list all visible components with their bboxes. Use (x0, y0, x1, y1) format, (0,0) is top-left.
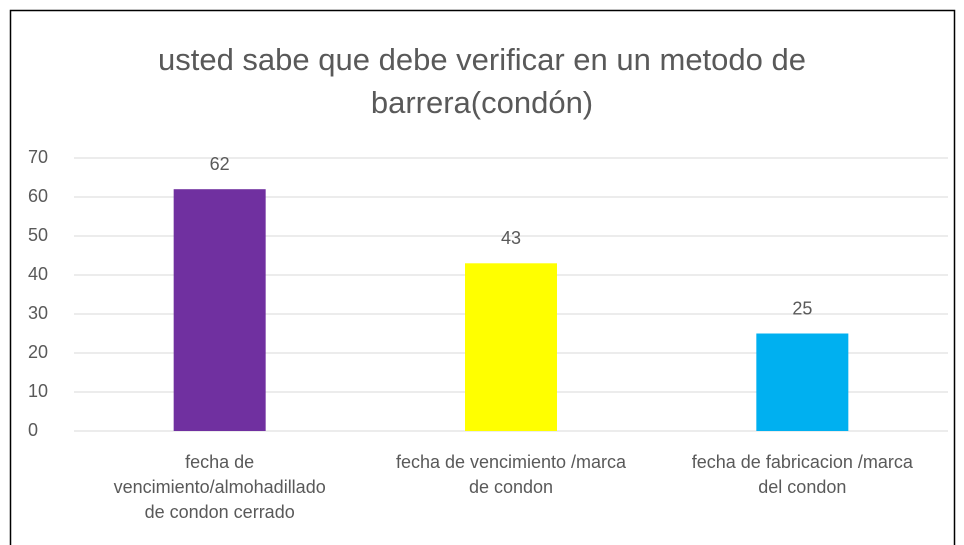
chart-title: usted sabe que debe verificar en un meto… (158, 42, 806, 120)
y-tick-label: 70 (28, 147, 48, 167)
x-tick-label: fecha de fabricacion /marca del condon (692, 452, 914, 497)
y-tick-label: 20 (28, 342, 48, 362)
x-tick-label: fecha de vencimiento/almohadillado de cond… (114, 452, 326, 522)
bar (756, 333, 849, 431)
y-tick-label: 10 (28, 381, 48, 401)
y-tick-label: 40 (28, 264, 48, 284)
bar (173, 189, 266, 431)
bar (465, 263, 557, 431)
y-tick-label: 30 (28, 303, 48, 323)
data-label: 25 (792, 298, 812, 318)
y-tick-label: 60 (28, 186, 48, 206)
x-tick-label: fecha de vencimiento /marca de condon (396, 452, 627, 497)
data-label: 43 (501, 228, 521, 248)
y-tick-label: 50 (28, 225, 48, 245)
y-tick-label: 0 (28, 420, 38, 440)
data-label: 62 (210, 154, 230, 174)
